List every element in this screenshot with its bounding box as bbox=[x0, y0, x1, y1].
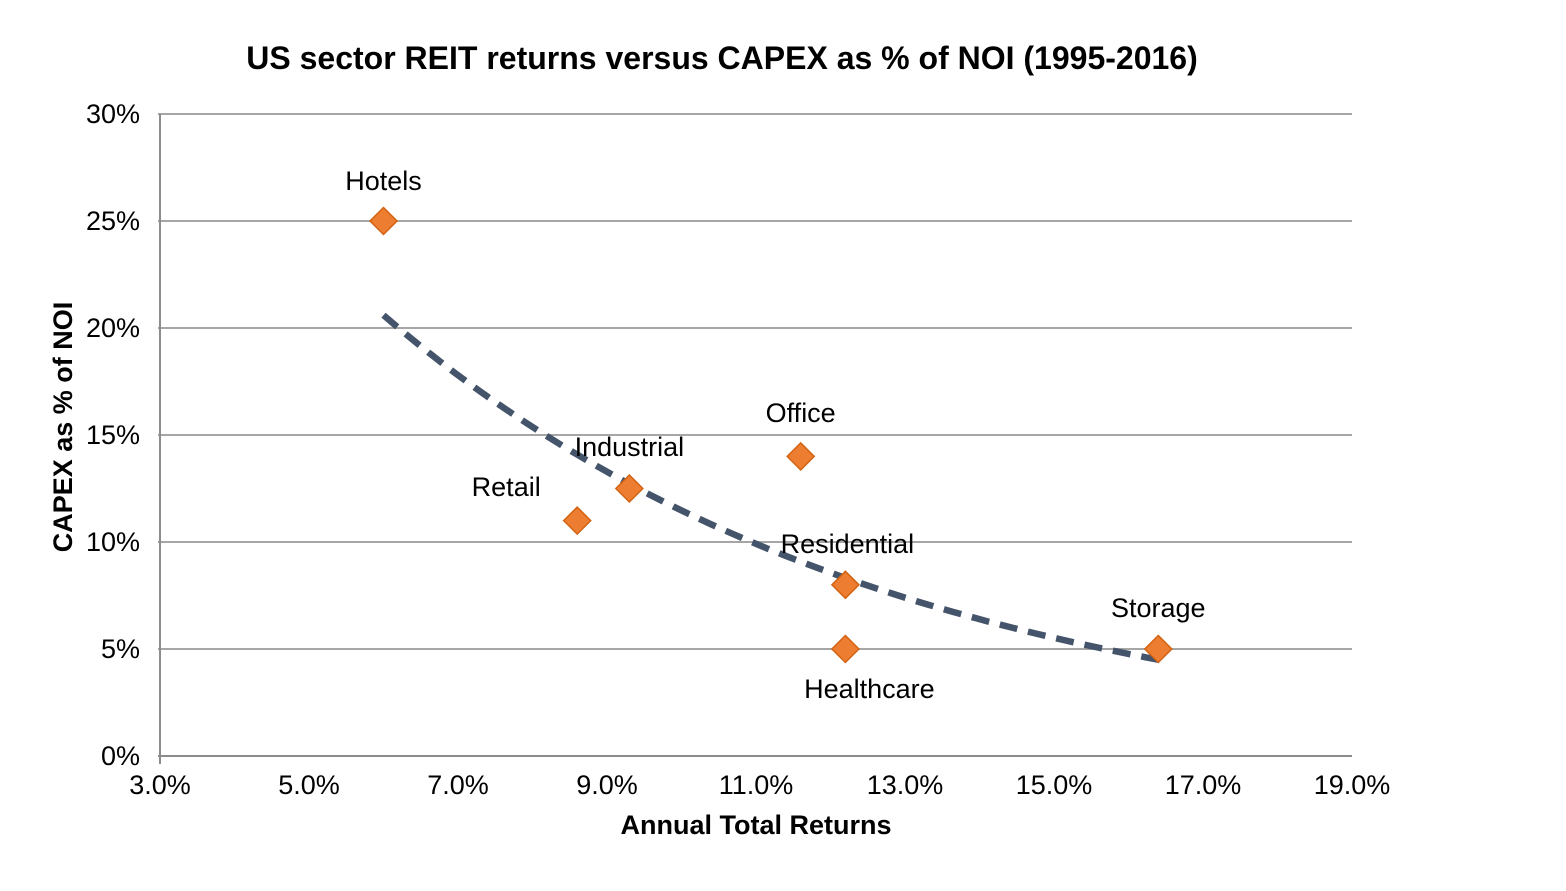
x-tick-label-7: 7.0% bbox=[427, 770, 489, 800]
x-tick-label-5: 5.0% bbox=[278, 770, 340, 800]
x-axis-title: Annual Total Returns bbox=[620, 810, 892, 840]
x-tick-label-19: 19.0% bbox=[1313, 770, 1391, 800]
y-tick-label-25: 25% bbox=[85, 206, 140, 236]
trendline bbox=[381, 312, 1159, 663]
point-label-residential: Residential bbox=[780, 528, 915, 559]
x-tick-label-13: 13.0% bbox=[866, 770, 944, 800]
chart-title: US sector REIT returns versus CAPEX as %… bbox=[246, 40, 1198, 76]
y-tick-label-30: 30% bbox=[85, 99, 140, 129]
x-tick-label-11: 11.0% bbox=[718, 770, 794, 800]
y-tick-label-10: 10% bbox=[85, 527, 140, 557]
x-tick-label-9: 9.0% bbox=[576, 770, 638, 800]
point-label-hotels: Hotels bbox=[345, 166, 422, 196]
data-point-industrial bbox=[614, 473, 644, 504]
y-tick-label-15: 15% bbox=[85, 420, 140, 450]
data-point-storage bbox=[1143, 634, 1173, 664]
x-tick-label-3: 3.0% bbox=[129, 770, 191, 800]
point-label-office: Office bbox=[765, 398, 836, 429]
y-tick-label-20: 20% bbox=[85, 313, 140, 343]
x-tick-label-17: 17.0% bbox=[1164, 770, 1242, 800]
data-point-retail bbox=[562, 506, 592, 536]
data-point-hotels bbox=[368, 206, 399, 236]
y-tick-label-5: 5% bbox=[100, 634, 140, 664]
point-label-retail: Retail bbox=[471, 471, 541, 502]
point-label-healthcare: Healthcare bbox=[804, 674, 935, 704]
y-tick-label-0: 0% bbox=[100, 741, 140, 771]
data-point-healthcare bbox=[830, 634, 860, 664]
x-tick-label-15: 15.0% bbox=[1015, 770, 1093, 800]
point-label-storage: Storage bbox=[1111, 593, 1206, 623]
data-point-office bbox=[786, 441, 816, 471]
point-label-industrial: Industrial bbox=[574, 431, 685, 462]
data-point-residential bbox=[830, 570, 860, 600]
